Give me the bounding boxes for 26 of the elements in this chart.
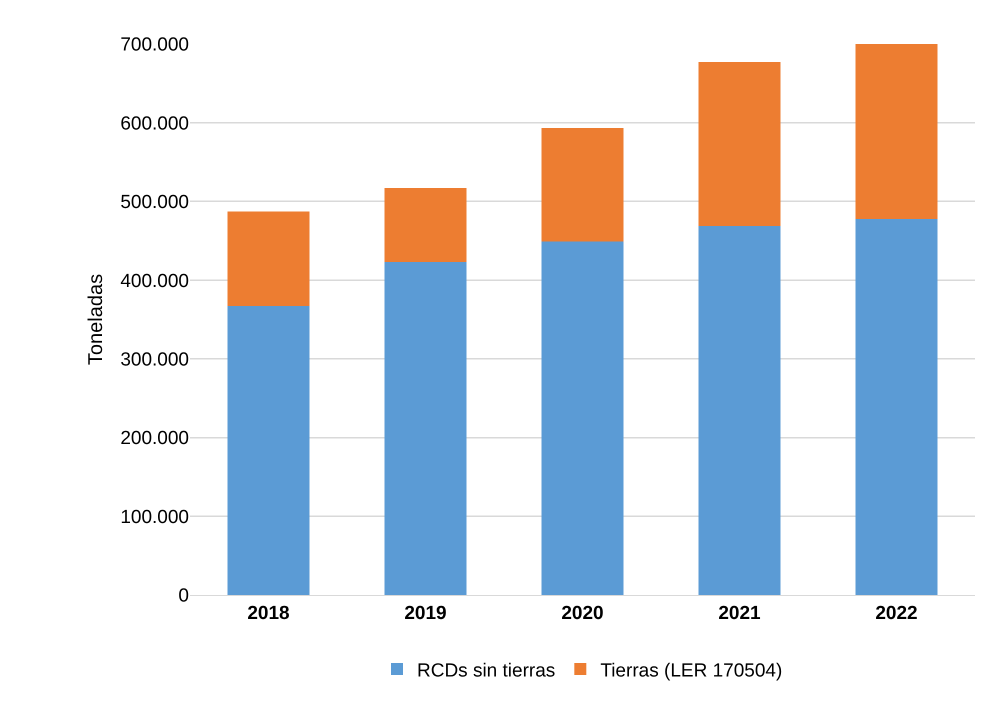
bar (384, 188, 466, 262)
y-tick-label: 0 (178, 586, 189, 607)
y-axis-title: Toneladas (84, 274, 107, 366)
x-tick-label: 2019 (404, 602, 447, 624)
bar (856, 218, 938, 595)
y-tick-label: 300.000 (120, 350, 189, 371)
x-tick-label: 2022 (875, 602, 918, 624)
x-tick-label: 2021 (718, 602, 762, 624)
y-tick-label: 100.000 (120, 506, 189, 528)
y-tick-label: 600.000 (120, 113, 189, 134)
y-tick-label: 200.000 (120, 428, 189, 450)
y-tick-label: 500.000 (120, 192, 189, 214)
bar (384, 262, 466, 595)
bar (228, 212, 310, 306)
x-tick-label: 2020 (561, 602, 604, 624)
bar (228, 306, 310, 595)
y-tick-label: 700.000 (120, 34, 189, 56)
bar (542, 128, 624, 242)
legend-label: Tierras (LER 170504) (600, 660, 782, 682)
bar (698, 62, 780, 226)
y-tick-label: 400.000 (120, 270, 189, 292)
bar (856, 44, 938, 219)
x-tick-label: 2018 (247, 602, 290, 624)
bar (542, 242, 624, 595)
legend-label: RCDs sin tierras (417, 660, 556, 682)
bar (698, 226, 780, 595)
